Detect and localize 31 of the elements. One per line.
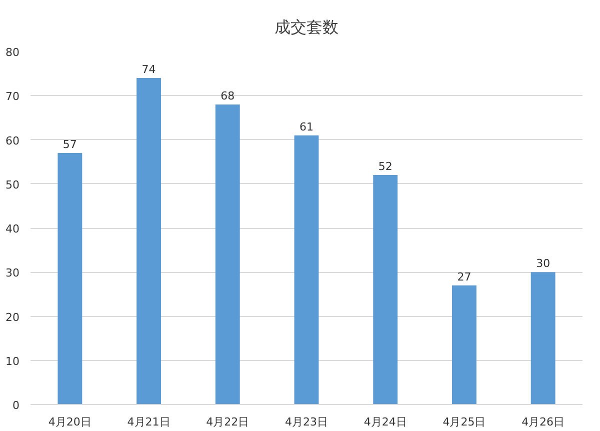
y-tick-label: 60 xyxy=(6,134,20,148)
data-label: 57 xyxy=(62,138,77,151)
x-tick-label: 4月20日 xyxy=(48,416,92,428)
x-tick-label: 4月24日 xyxy=(364,416,407,428)
x-tick-label: 4月22日 xyxy=(206,416,250,428)
data-label: 61 xyxy=(300,120,314,134)
bar xyxy=(373,175,398,404)
data-label: 68 xyxy=(220,89,235,102)
bar xyxy=(136,78,162,404)
bar xyxy=(452,285,476,404)
bar xyxy=(294,135,319,404)
bar xyxy=(58,152,82,404)
x-tick-label: 4月26日 xyxy=(522,416,565,428)
x-tick-label: 4月25日 xyxy=(442,416,486,428)
chart-title: 成交套数 xyxy=(274,18,338,36)
y-tick-label: 20 xyxy=(6,310,20,324)
y-tick-label: 0 xyxy=(12,399,20,412)
bar xyxy=(530,272,556,404)
data-label: 27 xyxy=(457,270,472,284)
y-tick-label: 50 xyxy=(6,178,20,192)
data-label: 74 xyxy=(142,62,156,76)
y-tick-label: 10 xyxy=(6,354,20,368)
y-tick-label: 30 xyxy=(6,266,20,280)
data-label: 30 xyxy=(536,257,550,270)
y-tick-label: 70 xyxy=(6,90,20,104)
bar xyxy=(215,104,240,404)
y-tick-label: 80 xyxy=(6,46,20,59)
data-label: 52 xyxy=(378,160,392,174)
y-tick-label: 40 xyxy=(6,222,20,236)
x-tick-label: 4月21日 xyxy=(127,416,170,428)
x-tick-label: 4月23日 xyxy=(285,416,328,428)
